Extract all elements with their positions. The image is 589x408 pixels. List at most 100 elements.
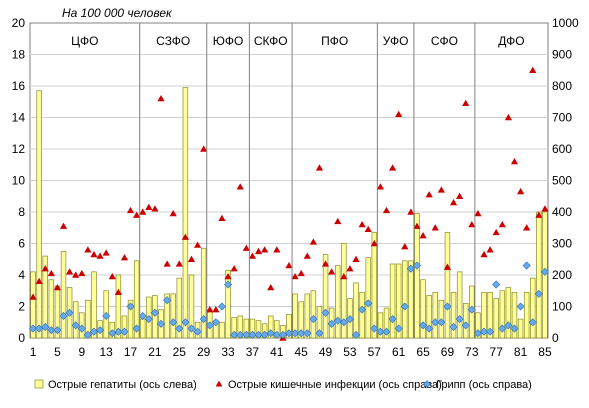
bar xyxy=(475,312,481,339)
triangle-marker xyxy=(303,252,311,259)
diamond-marker xyxy=(461,321,470,330)
y-left-tick-label: 14 xyxy=(12,111,26,125)
x-tick-label: 29 xyxy=(197,345,211,359)
diamond-marker xyxy=(150,308,159,317)
triangle-marker xyxy=(437,186,445,193)
x-tick-label: 85 xyxy=(538,345,552,359)
triangle-marker xyxy=(407,208,415,215)
diamond-marker xyxy=(89,327,99,336)
diamond-marker xyxy=(217,302,226,311)
triangle-marker xyxy=(35,277,43,284)
bar xyxy=(267,315,274,339)
y-left-tick-label: 10 xyxy=(12,174,26,188)
diamond-marker xyxy=(254,330,263,339)
y-left-tick-label: 6 xyxy=(18,237,25,251)
triangle-marker xyxy=(449,198,458,206)
triangle-marker xyxy=(431,224,439,231)
diamond-marker xyxy=(333,316,342,325)
bar xyxy=(499,290,506,339)
triangle-marker xyxy=(66,268,74,275)
diamond-marker xyxy=(467,305,476,314)
triangle-marker xyxy=(382,206,391,214)
triangle-marker xyxy=(529,66,537,73)
region-label: ЦФО xyxy=(71,34,98,48)
triangle-marker xyxy=(468,221,476,228)
triangle-marker xyxy=(389,164,397,171)
bar xyxy=(140,318,146,339)
diamond-marker xyxy=(449,322,458,331)
diamond-marker xyxy=(303,329,312,338)
diamond-marker xyxy=(211,318,220,327)
x-tick-label: 41 xyxy=(270,345,284,359)
diamond-marker xyxy=(236,330,245,339)
diamond-marker xyxy=(53,326,62,335)
bar xyxy=(115,274,122,339)
triangle-marker xyxy=(133,211,141,218)
triangle-marker xyxy=(370,239,378,247)
triangle-marker xyxy=(84,246,92,253)
diamond-marker xyxy=(126,302,135,311)
triangle-marker xyxy=(541,205,549,212)
triangle-marker xyxy=(114,288,122,296)
diamond-marker xyxy=(77,324,86,333)
triangle-marker xyxy=(395,110,403,118)
intestinal-markers xyxy=(29,66,549,341)
bar xyxy=(408,260,414,339)
diamond-marker xyxy=(309,315,318,324)
triangle-marker xyxy=(206,306,214,313)
triangle-marker xyxy=(328,268,336,275)
x-tick-label: 69 xyxy=(441,345,455,359)
x-tick-label: 77 xyxy=(490,345,504,359)
y-right-tick-label: 300 xyxy=(552,237,572,251)
bar xyxy=(48,279,55,339)
x-axis-ticks: 1 5 9 13 17 21 25 29 33 37 41 45 49 53 57 61 65 69 73 77 81 8… xyxy=(30,345,552,359)
triangle-marker xyxy=(181,233,189,240)
triangle-marker xyxy=(498,221,506,228)
bar xyxy=(487,291,493,339)
diamond-marker xyxy=(65,308,74,317)
triangle-marker xyxy=(474,209,482,217)
bar xyxy=(402,260,408,339)
diamond-marker xyxy=(284,329,294,338)
legend-swatch-hepatitis xyxy=(34,379,44,389)
bar xyxy=(371,232,378,339)
bar xyxy=(292,293,298,339)
triangle-marker xyxy=(96,252,104,259)
triangle-marker xyxy=(504,113,512,121)
region-label: ЮФО xyxy=(213,34,244,48)
triangle-marker xyxy=(53,284,62,291)
bar xyxy=(505,287,512,339)
bar xyxy=(42,255,48,339)
bar xyxy=(511,291,518,339)
y-left-tick-label: 16 xyxy=(12,79,26,93)
x-tick-label: 33 xyxy=(221,345,235,359)
y-right-tick-label: 100 xyxy=(552,300,572,314)
bar xyxy=(72,301,79,339)
triangle-marker xyxy=(273,246,281,253)
x-tick-label: 81 xyxy=(514,345,528,359)
diamond-marker xyxy=(242,330,251,339)
diamond-marker xyxy=(199,315,208,324)
diamond-marker xyxy=(108,329,117,338)
bar xyxy=(133,260,140,339)
bar xyxy=(219,321,225,339)
x-tick-label: 13 xyxy=(99,345,113,359)
triangle-marker xyxy=(425,191,433,198)
triangle-marker xyxy=(169,209,177,217)
triangle-marker xyxy=(523,224,531,231)
diamond-marker xyxy=(83,330,92,339)
diamond-marker xyxy=(339,318,348,327)
diamond-marker xyxy=(266,329,275,338)
bar xyxy=(60,251,67,339)
diamond-marker xyxy=(364,299,373,308)
diamond-marker xyxy=(486,327,495,336)
legend: Острые гепатиты (ось слева) Острые кишечн… xyxy=(34,379,532,391)
diamond-marker xyxy=(473,329,482,338)
diamond-marker xyxy=(102,311,111,320)
bar xyxy=(121,315,128,339)
diamond-marker xyxy=(437,318,446,327)
triangle-marker xyxy=(47,269,55,277)
y-left-tick-label: 4 xyxy=(18,268,25,282)
bar xyxy=(335,265,341,339)
y-axis-left-ticks: 0 2 4 6 8 10 12 14 16 18 20 xyxy=(12,16,26,345)
